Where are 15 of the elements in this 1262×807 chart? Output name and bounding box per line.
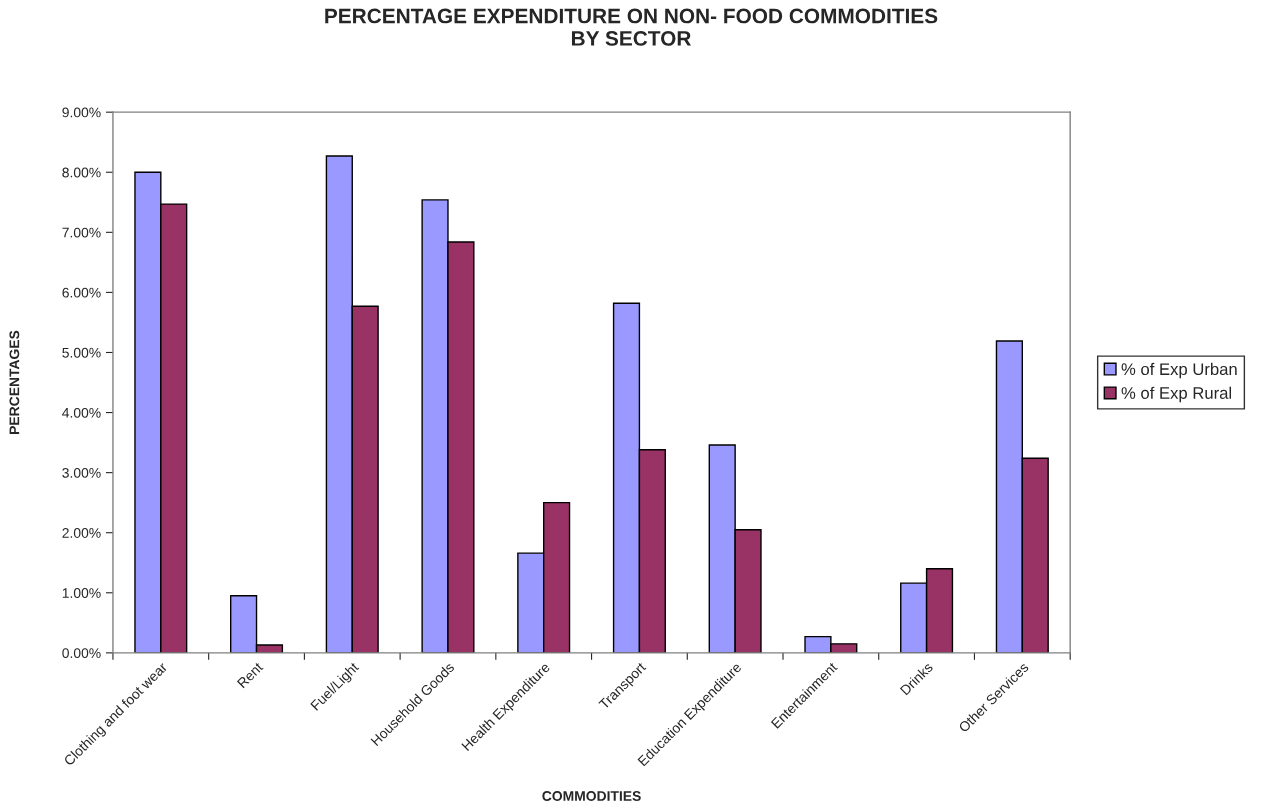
y-tick-label: 5.00% — [62, 347, 101, 358]
y-tick-label: 2.00% — [62, 528, 101, 538]
y-tick-label: 4.00% — [62, 407, 101, 418]
y-tick-label: 6.00% — [62, 287, 101, 298]
y-tick-label: 7.00% — [62, 227, 101, 238]
y-tick-label: 8.00% — [62, 167, 101, 178]
y-tick-label: 0.00% — [62, 648, 101, 659]
y-tick-label: 9.00% — [62, 107, 101, 118]
y-tick-label: 3.00% — [62, 467, 101, 478]
chart-title: PERCENTAGE EXPENDITURE ON NON- FOOD COMMODITIES BY SECTOR — [325, 8, 938, 46]
y-tick-label: 1.00% — [62, 588, 101, 598]
legend-label: % of Exp Rural — [1121, 386, 1232, 403]
y-axis-title: PERCENTAGES — [9, 330, 20, 434]
x-axis-title: COMMODITIES — [542, 791, 641, 801]
legend-label: % of Exp Urban — [1121, 362, 1237, 379]
